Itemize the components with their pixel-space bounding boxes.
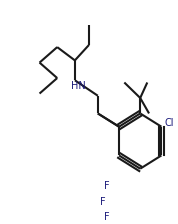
Text: F: F	[100, 197, 106, 207]
Text: HN: HN	[71, 81, 86, 91]
Text: F: F	[104, 181, 109, 191]
Text: F: F	[104, 212, 109, 222]
Text: Cl: Cl	[165, 118, 174, 128]
